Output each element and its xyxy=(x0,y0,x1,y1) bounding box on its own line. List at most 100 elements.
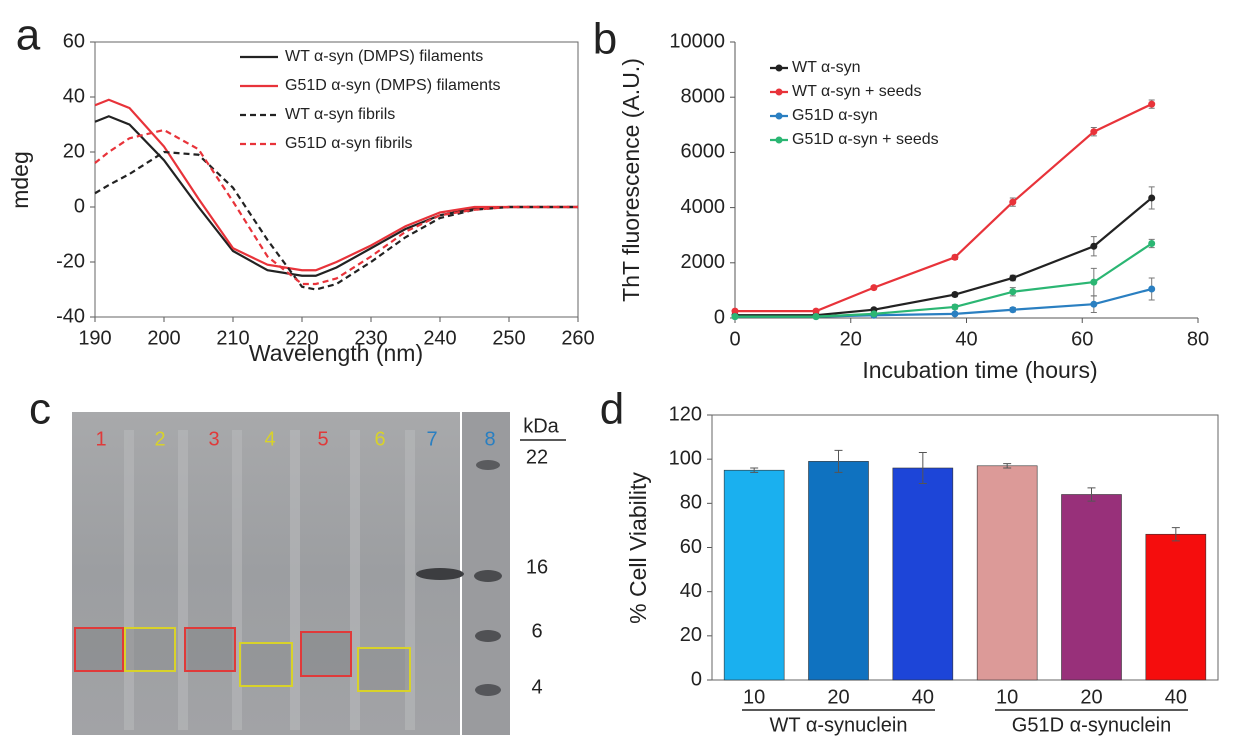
marker-label: 16 xyxy=(526,556,548,578)
x-tick-label: 40 xyxy=(912,686,934,708)
data-point xyxy=(951,310,959,318)
series-line xyxy=(94,150,578,291)
data-point xyxy=(870,284,878,292)
x-tick-label: 60 xyxy=(1071,328,1093,350)
x-tick-label: 0 xyxy=(729,328,740,350)
series-line xyxy=(735,197,1153,317)
y-tick-label: 10000 xyxy=(669,30,725,52)
lane-label: 3 xyxy=(208,428,219,450)
x-tick-label: 240 xyxy=(423,327,456,349)
lane-label: 4 xyxy=(264,428,275,450)
data-point xyxy=(1090,278,1098,286)
data-point xyxy=(951,291,959,299)
plot-frame xyxy=(711,414,1219,681)
x-tick-label: 10 xyxy=(743,686,765,708)
legend-label: WT α-syn fibrils xyxy=(285,106,395,123)
legend-label: WT α-syn + seeds xyxy=(792,83,921,100)
data-point xyxy=(1090,128,1098,136)
x-tick-label: 220 xyxy=(285,327,318,349)
bar xyxy=(976,465,1038,681)
y-axis-title: mdeg xyxy=(7,151,33,209)
y-tick-label: 40 xyxy=(680,580,702,602)
legend-label: G51D α-syn (DMPS) filaments xyxy=(285,77,501,94)
data-point xyxy=(1009,198,1017,206)
y-tick-label: 80 xyxy=(680,492,702,514)
data-point xyxy=(1090,300,1098,308)
lane-label: 7 xyxy=(426,428,437,450)
error-bar xyxy=(1087,487,1096,502)
data-point xyxy=(1148,239,1156,247)
group-label: G51D α-synuclein xyxy=(1012,714,1171,736)
error-bar xyxy=(1003,463,1012,469)
bar xyxy=(723,469,785,681)
y-tick-label: 8000 xyxy=(681,85,726,107)
legend-marker xyxy=(775,64,783,72)
data-point xyxy=(731,313,739,321)
bar xyxy=(1145,533,1207,681)
lane-label: 8 xyxy=(484,428,495,450)
x-axis-title: Incubation time (hours) xyxy=(862,357,1097,383)
y-tick-label: -20 xyxy=(56,250,85,272)
y-tick-label: 40 xyxy=(63,85,85,107)
data-point xyxy=(870,310,878,318)
series-line xyxy=(94,128,578,286)
panel-letter: b xyxy=(593,15,617,64)
x-tick-label: 40 xyxy=(955,328,977,350)
legend-marker xyxy=(775,88,783,96)
legend-label: G51D α-syn + seeds xyxy=(792,131,939,148)
x-tick-label: 20 xyxy=(827,686,849,708)
data-point xyxy=(1009,274,1017,282)
data-point xyxy=(1148,100,1156,108)
x-tick-label: 80 xyxy=(1187,328,1209,350)
y-tick-label: 60 xyxy=(63,30,85,52)
data-point xyxy=(812,313,820,321)
plot-frame xyxy=(94,41,579,318)
y-tick-label: 60 xyxy=(680,536,702,558)
legend-label: G51D α-syn xyxy=(792,107,878,124)
data-point xyxy=(731,307,739,315)
legend-label: G51D α-syn fibrils xyxy=(285,135,413,152)
bar xyxy=(892,467,954,681)
series-line xyxy=(735,242,1153,318)
y-tick-label: 4000 xyxy=(681,196,726,218)
x-tick-label: 190 xyxy=(78,327,111,349)
lane-label: 1 xyxy=(95,428,106,450)
y-tick-label: 20 xyxy=(680,624,702,646)
data-point xyxy=(1009,288,1017,296)
panel-letter: a xyxy=(16,11,41,60)
error-bar xyxy=(1171,527,1180,542)
y-tick-label: 0 xyxy=(74,195,85,217)
group-label: WT α-synuclein xyxy=(770,714,908,736)
data-point xyxy=(951,253,959,261)
error-bar xyxy=(834,449,843,473)
lane-label: 5 xyxy=(317,428,328,450)
x-tick-label: 20 xyxy=(840,328,862,350)
data-point xyxy=(1148,285,1156,293)
series-line xyxy=(735,287,1152,318)
x-tick-label: 40 xyxy=(1165,686,1187,708)
marker-label: 22 xyxy=(526,446,548,468)
legend-label: WT α-syn xyxy=(792,59,861,76)
data-point xyxy=(1009,306,1017,314)
series-line xyxy=(94,98,578,272)
y-tick-label: 20 xyxy=(63,140,85,162)
legend-label: WT α-syn (DMPS) filaments xyxy=(285,48,483,65)
bar xyxy=(1061,494,1122,681)
panel-letter: d xyxy=(600,385,624,434)
y-tick-label: 2000 xyxy=(681,251,726,273)
y-tick-label: 0 xyxy=(714,306,725,328)
lane-label: 2 xyxy=(154,428,165,450)
marker-label: 4 xyxy=(531,676,542,698)
bar xyxy=(808,461,869,681)
x-tick-label: 10 xyxy=(996,686,1018,708)
x-tick-label: 20 xyxy=(1080,686,1102,708)
legend-marker xyxy=(775,112,783,120)
marker-label: 6 xyxy=(531,620,542,642)
gel-image xyxy=(72,412,566,735)
y-tick-label: -40 xyxy=(56,305,85,327)
y-axis-title: ThT fluorescence (A.U.) xyxy=(618,58,644,302)
data-point xyxy=(812,307,820,315)
error-bar xyxy=(918,452,927,484)
x-axis-title: Wavelength (nm) xyxy=(249,340,423,366)
